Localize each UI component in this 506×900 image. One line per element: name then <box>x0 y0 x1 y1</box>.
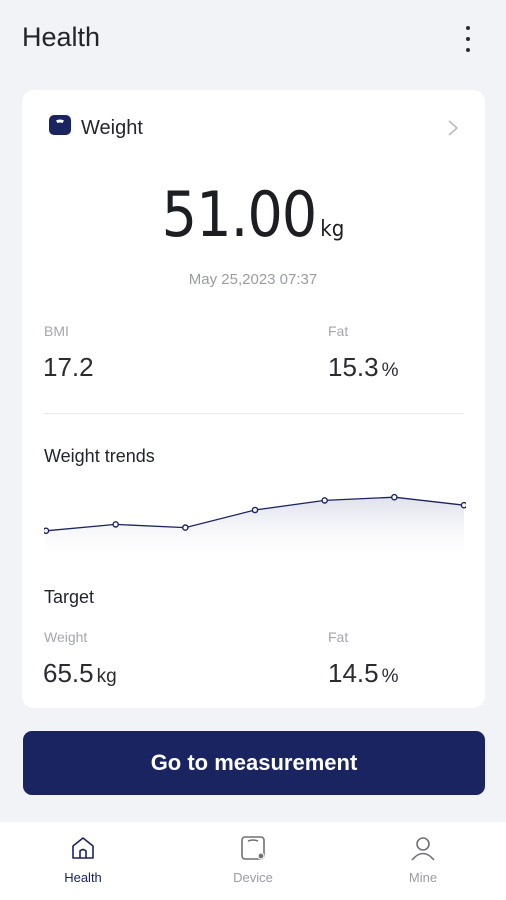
divider <box>44 413 464 414</box>
target-title: Target <box>44 587 95 607</box>
nav-item-device[interactable]: Device <box>208 834 298 894</box>
weight-number: 51.00 <box>161 178 318 251</box>
weight-unit: kg <box>320 217 345 242</box>
nav-label-device: Device <box>233 870 273 885</box>
bottom-nav: Health Device Mine <box>0 822 506 900</box>
card-title: Weight <box>81 117 143 139</box>
trend-point-5 <box>391 493 398 501</box>
more-options-icon[interactable] <box>456 26 480 52</box>
target-weight-unit: kg <box>96 666 117 687</box>
nav-label-mine: Mine <box>408 870 438 885</box>
fat-unit: % <box>381 360 399 381</box>
fat-label: Fat <box>328 323 349 339</box>
target-weight-label: Weight <box>44 629 88 645</box>
trend-area <box>46 497 464 558</box>
trend-point-6 <box>460 501 466 509</box>
target-fat-unit: % <box>381 666 399 687</box>
fat-number: 15.3 <box>328 352 379 382</box>
trend-point-1 <box>112 521 119 528</box>
target-fat-number: 14.5 <box>328 658 379 688</box>
page-title: Health <box>22 22 101 52</box>
measurement-timestamp: May 25,2023 07:37 <box>188 271 318 288</box>
weight-trends-title: Weight trends <box>44 446 155 466</box>
trend-point-0 <box>44 527 50 535</box>
trend-point-2 <box>182 524 189 531</box>
target-weight-value: 65.5 kg <box>43 658 117 689</box>
app-header: Health <box>0 0 506 80</box>
trend-point-4 <box>321 497 328 504</box>
weight-value: 51.00 kg <box>0 178 506 251</box>
bmi-label: BMI <box>44 323 69 339</box>
go-to-measurement-button[interactable]: Go to measurement <box>23 731 485 795</box>
home-icon <box>72 837 94 859</box>
nav-item-health[interactable]: Health <box>38 834 128 894</box>
weight-card: Weight <box>22 90 485 708</box>
target-fat-label: Fat <box>328 629 349 645</box>
target-fat-value: 14.5% <box>328 658 399 689</box>
nav-label-health: Health <box>64 870 102 885</box>
bmi-value: 17.2 <box>43 352 94 382</box>
device-icon <box>241 836 265 860</box>
nav-item-mine[interactable]: Mine <box>378 834 468 894</box>
scale-icon <box>49 115 71 135</box>
weight-card-header[interactable]: Weight <box>22 90 485 164</box>
chevron-right-icon <box>448 120 459 136</box>
fat-value: 15.3% <box>328 352 399 383</box>
target-weight-number: 65.5 <box>43 658 94 688</box>
trend-point-3 <box>251 506 259 514</box>
weight-trend-chart[interactable] <box>44 478 466 558</box>
person-icon <box>411 837 435 861</box>
